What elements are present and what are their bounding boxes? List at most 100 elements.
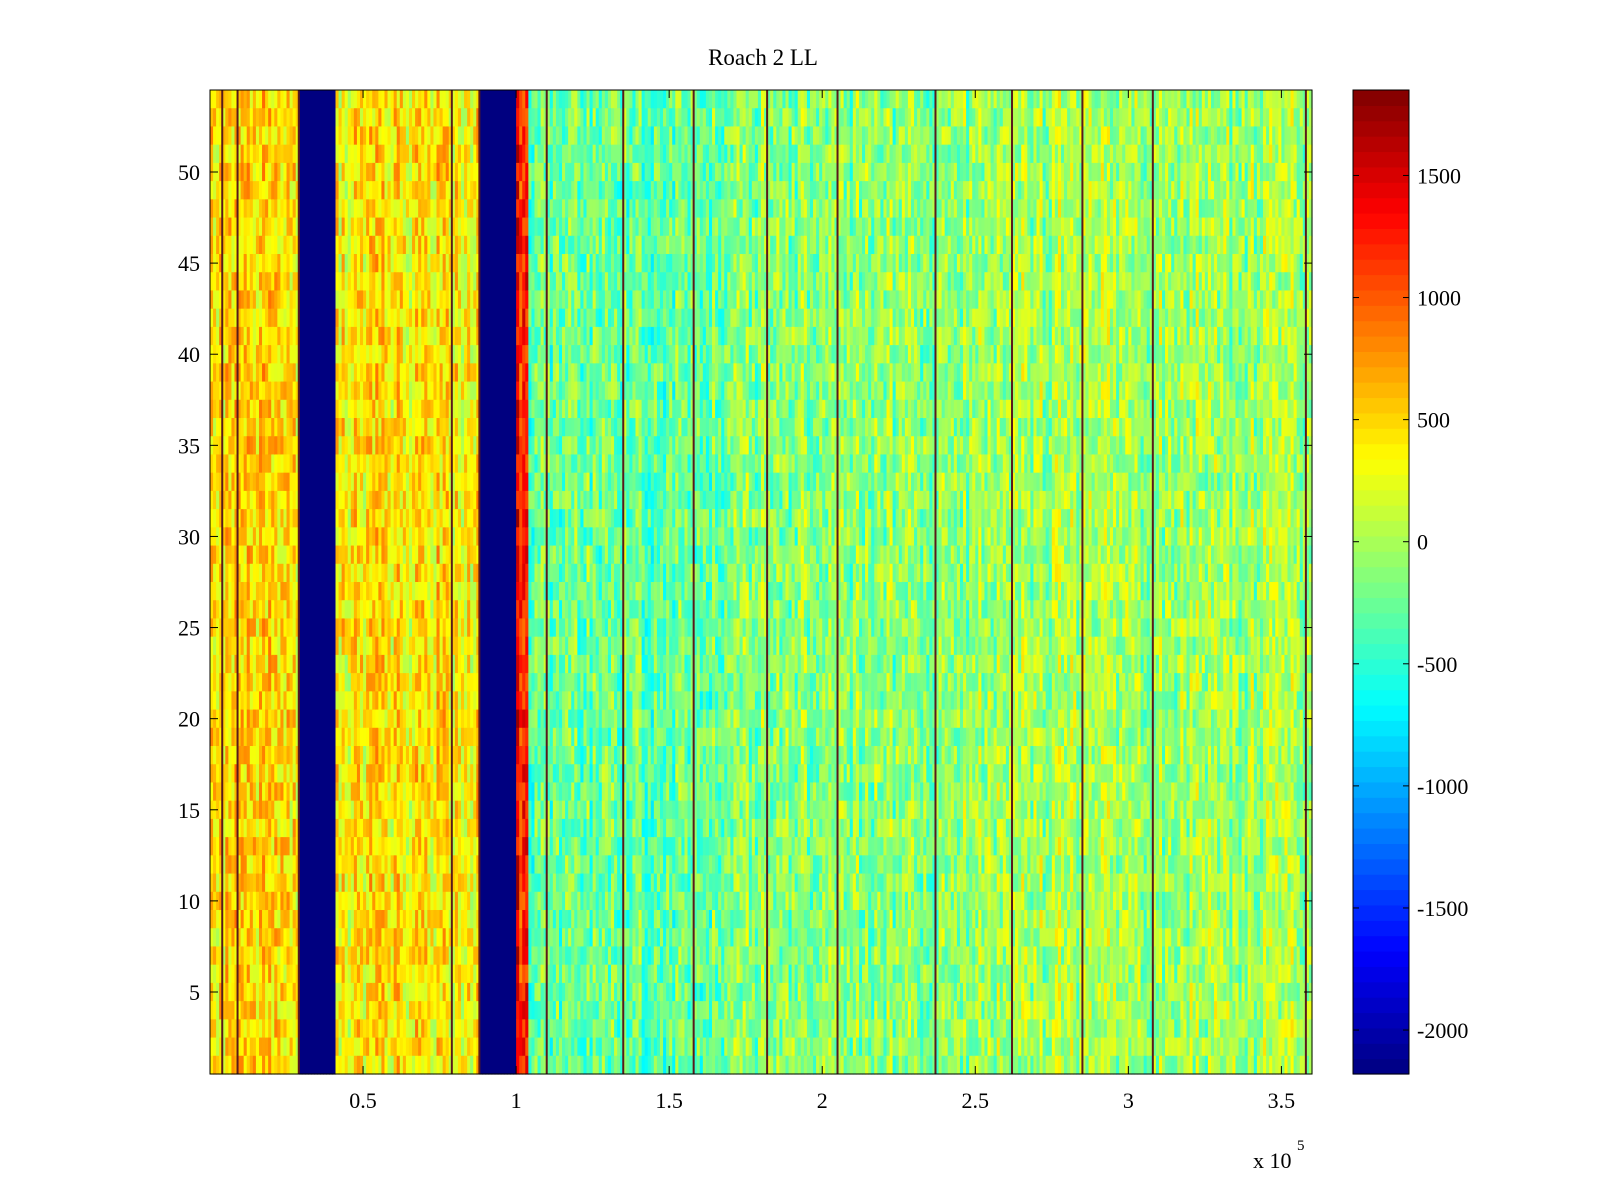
heatmap-cell — [436, 673, 441, 692]
heatmap-cell — [225, 764, 229, 784]
heatmap-cell — [473, 290, 477, 310]
heatmap-cell — [375, 144, 379, 164]
heatmap-cell — [289, 272, 294, 292]
heatmap-cell — [381, 509, 386, 528]
heatmap-cell — [393, 764, 398, 784]
heatmap-cell — [280, 673, 285, 692]
heatmap-cell — [222, 272, 226, 292]
heatmap-cell — [332, 345, 337, 364]
heatmap-cell — [396, 181, 401, 200]
heatmap-cell — [363, 217, 367, 237]
heatmap-cell — [390, 618, 395, 638]
heatmap-cell — [359, 673, 364, 692]
heatmap-cell — [210, 308, 214, 328]
heatmap-cell — [433, 272, 438, 292]
heatmap-cell — [415, 272, 419, 292]
heatmap-cell — [320, 108, 324, 128]
heatmap-cell — [393, 509, 398, 528]
heatmap-cell — [320, 673, 324, 692]
heatmap-cell — [439, 454, 444, 474]
heatmap-cell — [228, 873, 233, 893]
heatmap-cell — [366, 509, 370, 528]
heatmap-cell — [412, 582, 416, 601]
heatmap-cell — [433, 673, 438, 692]
heatmap-cell — [268, 946, 272, 966]
heatmap-cell — [292, 946, 297, 966]
heatmap-cell — [295, 490, 300, 510]
heatmap-cell — [243, 636, 248, 656]
heatmap-cell — [320, 418, 324, 437]
heatmap-cell — [314, 108, 318, 128]
heatmap-cell — [314, 490, 318, 510]
heatmap-cell — [317, 254, 321, 273]
heatmap-cell — [237, 254, 242, 273]
heatmap-cell — [344, 982, 349, 1002]
heatmap-cell — [476, 345, 480, 364]
heatmap-cell — [350, 782, 355, 802]
heatmap-cell — [488, 472, 493, 492]
heatmap-cell — [326, 144, 330, 164]
heatmap-cell — [304, 363, 309, 383]
heatmap-cell — [341, 782, 346, 802]
heatmap-cell — [262, 1019, 266, 1039]
heatmap-cell — [268, 873, 272, 893]
heatmap-cell — [451, 855, 456, 875]
heatmap-cell — [399, 199, 404, 219]
heatmap-cell — [323, 855, 327, 875]
heatmap-cell — [479, 691, 484, 711]
heatmap-cell — [479, 490, 484, 510]
heatmap-cell — [255, 855, 260, 875]
heatmap-cell — [451, 326, 456, 346]
heatmap-cell — [366, 928, 370, 948]
heatmap-cell — [298, 946, 303, 966]
heatmap-cell — [427, 363, 431, 383]
heatmap-cell — [433, 454, 438, 474]
heatmap-cell — [231, 254, 236, 273]
heatmap-cell — [222, 381, 226, 401]
heatmap-cell — [356, 472, 361, 492]
heatmap-cell — [304, 527, 309, 547]
heatmap-cell — [476, 891, 480, 911]
heatmap-cell — [384, 818, 389, 838]
heatmap-cell — [445, 1019, 450, 1039]
heatmap-cell — [381, 636, 386, 656]
heatmap-cell — [347, 418, 352, 437]
heatmap-cell — [262, 691, 266, 711]
heatmap-cell — [491, 381, 496, 401]
heatmap-cell — [298, 964, 303, 984]
heatmap-cell — [295, 964, 300, 984]
heatmap-cell — [451, 654, 456, 674]
heatmap-cell — [301, 381, 306, 401]
heatmap-cell — [283, 727, 288, 747]
heatmap-cell — [454, 910, 459, 929]
heatmap-cell — [243, 837, 248, 856]
heatmap-cell — [234, 509, 239, 528]
heatmap-cell — [213, 181, 217, 200]
heatmap-cell — [231, 673, 236, 692]
heatmap-cell — [467, 217, 471, 237]
heatmap-cell — [243, 545, 248, 565]
heatmap-cell — [277, 910, 281, 929]
heatmap-cell — [246, 326, 251, 346]
heatmap-cell — [418, 235, 422, 255]
heatmap-cell — [384, 709, 389, 729]
heatmap-cell — [228, 181, 233, 200]
heatmap-cell — [317, 399, 321, 419]
heatmap-cell — [243, 162, 248, 182]
heatmap-cell — [292, 746, 297, 765]
heatmap-cell — [289, 582, 294, 601]
heatmap-cell — [228, 582, 233, 601]
heatmap-cell — [467, 837, 471, 856]
heatmap-cell — [356, 691, 361, 711]
heatmap-cell — [427, 1055, 431, 1075]
heatmap-cell — [298, 399, 303, 419]
heatmap-cell — [280, 946, 285, 966]
heatmap-cell — [363, 873, 367, 893]
heatmap-cell — [258, 964, 263, 984]
heatmap-cell — [311, 454, 315, 474]
heatmap-cell — [427, 746, 431, 765]
heatmap-cell — [240, 199, 245, 219]
heatmap-cell — [436, 235, 441, 255]
heatmap-cell — [366, 527, 370, 547]
heatmap-cell — [326, 618, 330, 638]
